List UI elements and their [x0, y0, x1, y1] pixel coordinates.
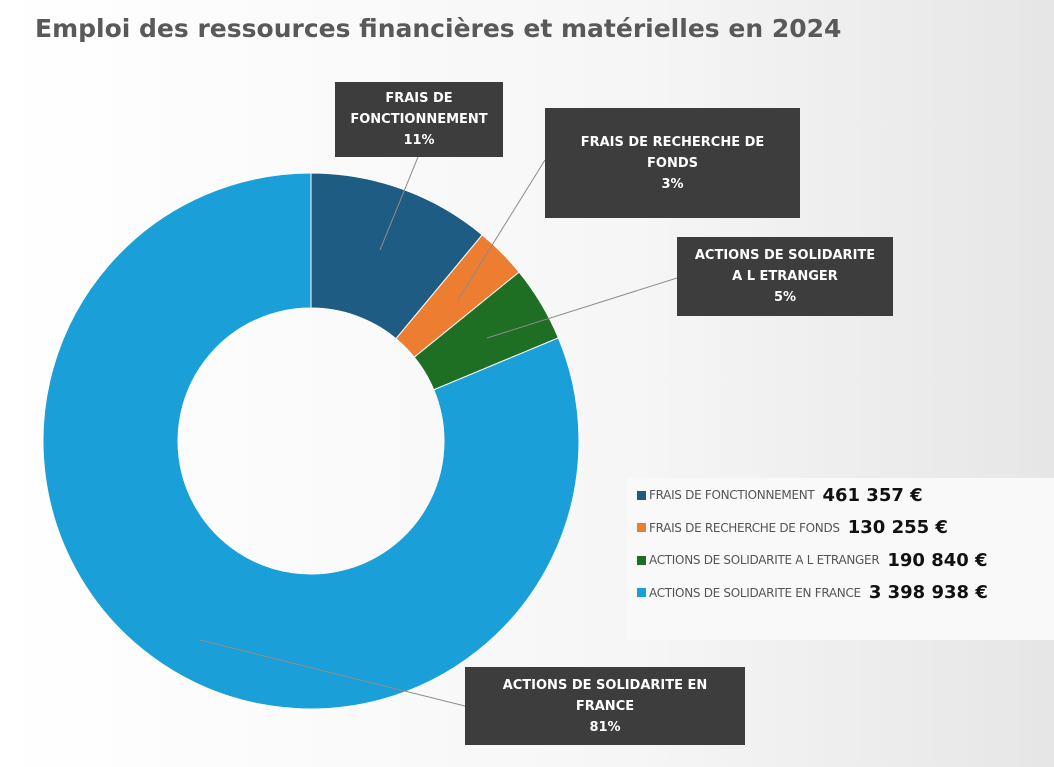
- callout-percent: 3%: [661, 176, 684, 192]
- callout-label: FRAIS DE RECHERCHE DE FONDS: [580, 134, 765, 171]
- leader-lines: [199, 156, 678, 707]
- legend-item: FRAIS DE FONCTIONNEMENT 461 357 €: [637, 483, 923, 507]
- legend-value: 461 357 €: [822, 484, 923, 506]
- leader-line: [199, 639, 466, 707]
- legend-label: ACTIONS DE SOLIDARITE EN FRANCE: [649, 585, 861, 600]
- legend-swatch: [637, 490, 646, 500]
- callout-label: FRAIS DE FONCTIONNEMENT: [350, 91, 488, 127]
- callout-label: ACTIONS DE SOLIDARITE EN FRANCE: [502, 677, 708, 714]
- legend-label: FRAIS DE RECHERCHE DE FONDS: [649, 520, 840, 535]
- legend-value: 130 255 €: [847, 517, 948, 538]
- legend-swatch: [637, 588, 646, 597]
- legend-label: FRAIS DE FONCTIONNEMENT: [649, 488, 815, 502]
- legend-value: 3 398 938 €: [868, 582, 988, 603]
- legend-item: ACTIONS DE SOLIDARITE EN FRANCE 3 398 938…: [637, 581, 988, 605]
- callout-label: ACTIONS DE SOLIDARITE A L ETRANGER: [694, 248, 876, 284]
- legend-value: 190 840 €: [887, 549, 988, 571]
- leader-line: [486, 277, 678, 339]
- legend: FRAIS DE FONCTIONNEMENT 461 357 € FRAIS DE…: [627, 478, 1054, 640]
- slice: [42, 172, 580, 710]
- callout-percent: 11%: [403, 133, 435, 148]
- callout-percent: 5%: [773, 290, 797, 305]
- callout-percent: 81%: [589, 719, 621, 735]
- legend-swatch: [637, 555, 646, 565]
- leader-line: [379, 156, 419, 251]
- callout: ACTIONS DE SOLIDARITE A L ETRANGER 5%: [677, 237, 893, 316]
- leader-line: [457, 159, 546, 301]
- callout: ACTIONS DE SOLIDARITE EN FRANCE 81%: [465, 667, 745, 745]
- chart-title: Emploi des ressources financières et mat…: [35, 14, 842, 43]
- callout: FRAIS DE FONCTIONNEMENT 11%: [335, 82, 503, 157]
- callout: FRAIS DE RECHERCHE DE FONDS 3%: [545, 108, 800, 218]
- legend-item: ACTIONS DE SOLIDARITE A L ETRANGER 190 84…: [637, 548, 988, 572]
- legend-item: FRAIS DE RECHERCHE DE FONDS 130 255 €: [637, 516, 948, 540]
- legend-swatch: [637, 523, 646, 532]
- legend-label: ACTIONS DE SOLIDARITE A L ETRANGER: [649, 553, 880, 567]
